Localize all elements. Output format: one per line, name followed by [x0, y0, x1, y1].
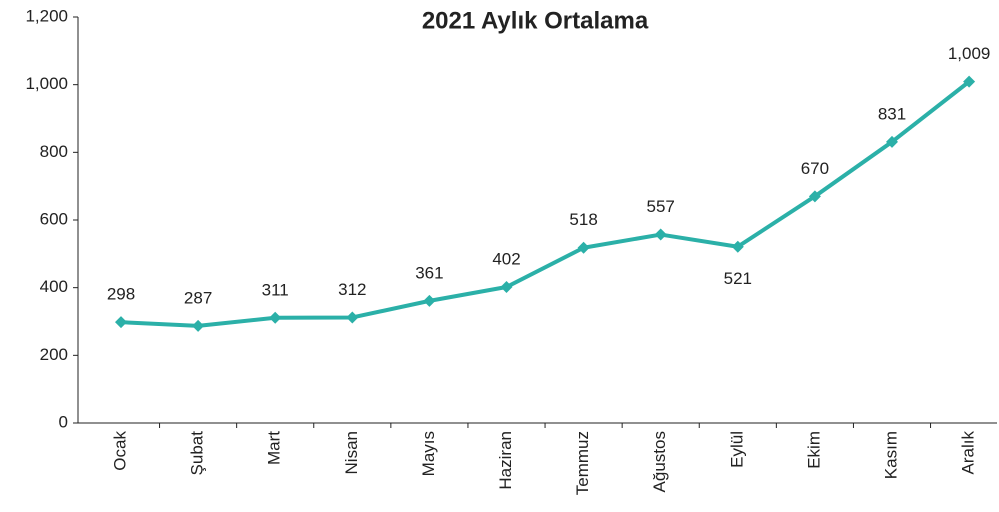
y-tick-label: 1,200	[25, 6, 68, 25]
marker	[346, 311, 359, 324]
marker	[500, 280, 513, 293]
marker	[731, 240, 744, 253]
x-tick-group: Eylül	[727, 431, 746, 468]
data-label: 1,009	[948, 44, 991, 63]
data-label: 361	[415, 263, 443, 282]
x-tick-label: Ocak	[110, 431, 129, 471]
x-tick-label: Ağustos	[650, 431, 669, 492]
marker	[808, 190, 821, 203]
data-label: 312	[338, 280, 366, 299]
x-tick-label: Şubat	[188, 431, 207, 476]
x-tick-group: Şubat	[188, 431, 207, 476]
x-tick-group: Nisan	[342, 431, 361, 474]
marker	[115, 316, 127, 329]
marker	[886, 135, 898, 148]
y-tick-label: 200	[40, 345, 68, 364]
data-label: 311	[262, 280, 289, 299]
marker	[192, 319, 205, 332]
x-tick-group: Ekim	[804, 431, 823, 469]
x-tick-group: Kasım	[881, 431, 900, 479]
x-tick-group: Temmuz	[573, 431, 592, 495]
marker	[577, 241, 590, 254]
line	[120, 80, 971, 328]
x-tick-label: Mayıs	[419, 431, 438, 476]
x-tick-label: Mart	[265, 431, 284, 465]
x-tick-group: Aralık	[959, 431, 978, 475]
x-tick-group: Mayıs	[419, 431, 438, 476]
x-tick-label: Temmuz	[573, 431, 592, 495]
x-tick-label: Kasım	[881, 431, 900, 479]
data-label: 298	[107, 285, 135, 304]
x-tick-group: Ağustos	[650, 431, 669, 492]
y-tick-label: 0	[59, 412, 68, 431]
y-tick-label: 1,000	[25, 74, 68, 93]
data-label: 521	[724, 269, 752, 288]
x-tick-group: Ocak	[110, 431, 129, 471]
data-label: 287	[184, 288, 212, 307]
x-tick-group: Mart	[265, 431, 284, 465]
x-tick-label: Ekim	[804, 431, 823, 469]
y-tick-label: 800	[40, 142, 68, 161]
x-tick-label: Eylül	[727, 431, 746, 468]
marker	[654, 228, 667, 241]
data-label: 557	[647, 197, 675, 216]
marker	[963, 75, 976, 88]
marker	[423, 294, 436, 307]
x-tick-label: Aralık	[959, 431, 978, 475]
x-tick-group: Haziran	[496, 431, 515, 490]
data-label: 831	[878, 104, 906, 123]
x-tick-label: Nisan	[342, 431, 361, 474]
marker	[269, 311, 282, 324]
data-label: 518	[569, 210, 597, 229]
x-tick-label: Haziran	[496, 431, 515, 490]
y-tick-label: 600	[40, 209, 68, 228]
chart-title: 2021 Aylık Ortalama	[422, 7, 649, 34]
data-label: 402	[492, 249, 520, 268]
y-tick-label: 400	[40, 277, 68, 296]
data-label: 670	[801, 159, 829, 178]
